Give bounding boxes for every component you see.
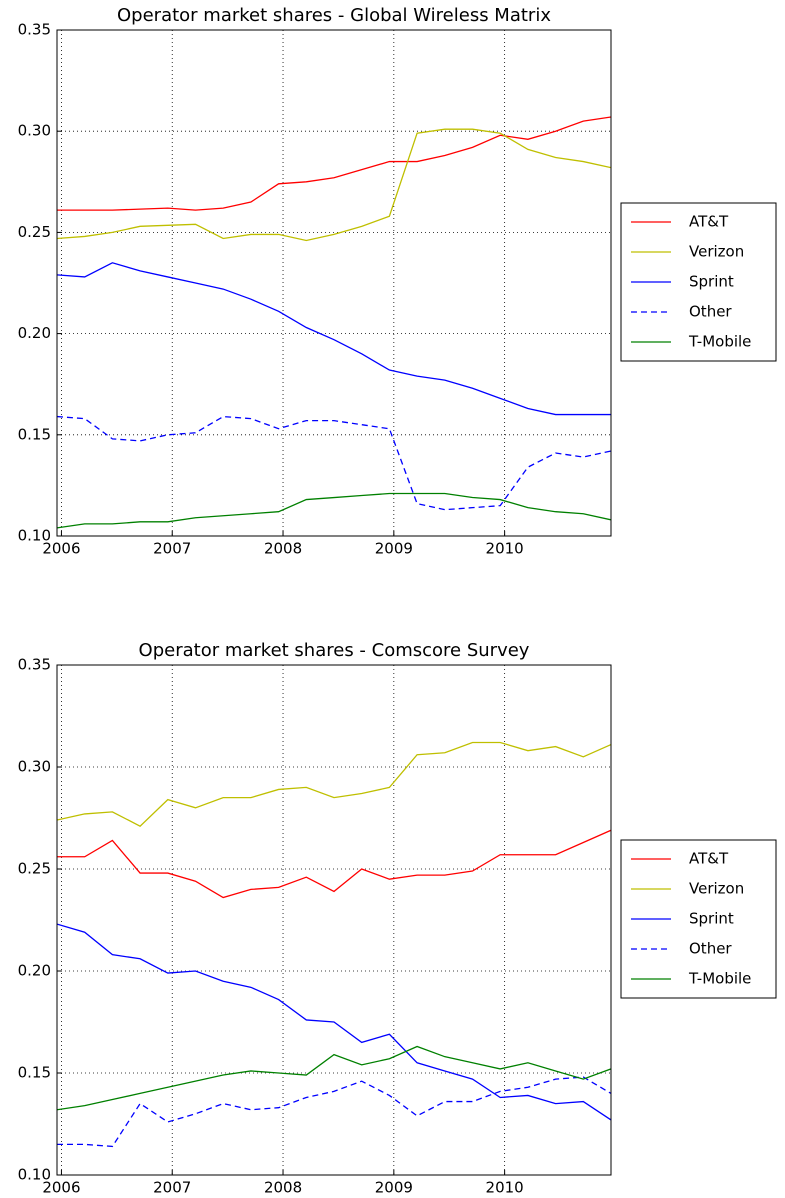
legend-label: AT&T bbox=[689, 213, 729, 231]
legend-label: Other bbox=[689, 940, 732, 958]
legend-label: Sprint bbox=[689, 273, 734, 291]
x-tick-label: 2010 bbox=[486, 1179, 524, 1197]
x-tick-label: 2008 bbox=[264, 1179, 302, 1197]
legend-label: T-Mobile bbox=[688, 970, 751, 988]
y-tick-label: 0.10 bbox=[18, 527, 51, 545]
x-tick-label: 2009 bbox=[375, 1179, 413, 1197]
plot-area bbox=[57, 30, 611, 536]
plot-frame bbox=[56, 664, 612, 1176]
series-line bbox=[57, 829, 611, 899]
y-tick-label: 0.15 bbox=[18, 425, 51, 443]
x-tick-label: 2010 bbox=[486, 540, 524, 558]
x-tick-label: 2007 bbox=[153, 540, 191, 558]
chart-title: Operator market shares - Comscore Survey bbox=[139, 640, 530, 661]
series-line bbox=[57, 741, 611, 827]
y-tick-label: 0.15 bbox=[18, 1064, 51, 1082]
chart-title: Operator market shares - Global Wireless… bbox=[117, 5, 551, 26]
legend-label: Sprint bbox=[689, 910, 734, 928]
x-tick-label: 2007 bbox=[153, 1179, 191, 1197]
x-tick-label: 2009 bbox=[375, 540, 413, 558]
x-tick-label: 2008 bbox=[264, 540, 302, 558]
legend-label: Verizon bbox=[689, 880, 744, 898]
y-tick-label: 0.30 bbox=[18, 758, 51, 776]
y-tick-label: 0.10 bbox=[18, 1166, 51, 1184]
plot-frame bbox=[56, 29, 612, 537]
series-line bbox=[57, 923, 611, 1121]
x-tick-label: 2006 bbox=[42, 540, 80, 558]
series-line bbox=[57, 128, 611, 242]
y-tick-label: 0.35 bbox=[18, 656, 51, 674]
series-line bbox=[57, 492, 611, 529]
x-tick-label: 2006 bbox=[42, 1179, 80, 1197]
legend-label: Other bbox=[689, 303, 732, 321]
series-line bbox=[57, 1045, 611, 1111]
legend-label: T-Mobile bbox=[688, 333, 751, 351]
legend-label: Verizon bbox=[689, 243, 744, 261]
series-line bbox=[57, 116, 611, 211]
y-tick-label: 0.20 bbox=[18, 962, 51, 980]
legend-label: AT&T bbox=[689, 850, 729, 868]
y-tick-label: 0.25 bbox=[18, 860, 51, 878]
y-tick-label: 0.25 bbox=[18, 223, 51, 241]
series-line bbox=[57, 1076, 611, 1148]
y-tick-label: 0.20 bbox=[18, 324, 51, 342]
plot-area bbox=[57, 665, 611, 1175]
y-tick-label: 0.30 bbox=[18, 122, 51, 140]
series-line bbox=[57, 415, 611, 511]
series-line bbox=[57, 262, 611, 416]
y-tick-label: 0.35 bbox=[18, 21, 51, 39]
